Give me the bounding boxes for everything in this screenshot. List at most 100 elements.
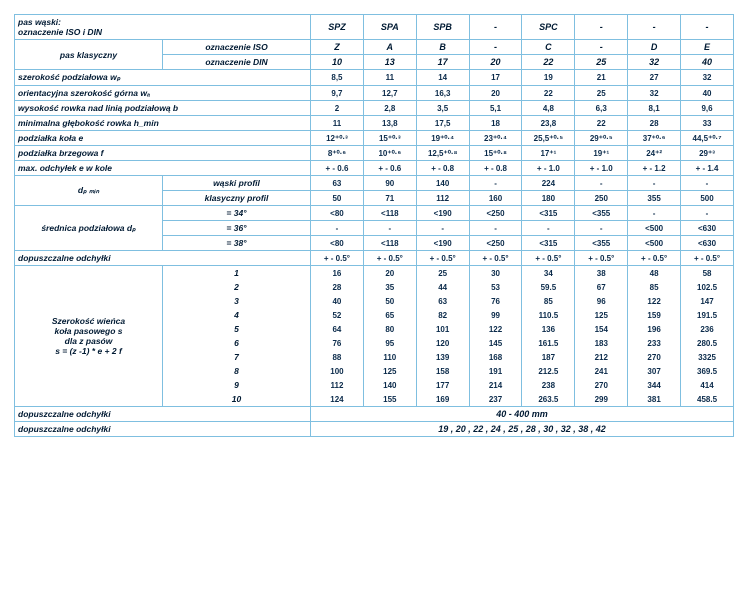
cell: 3325 xyxy=(681,350,734,364)
cell: 4,8 xyxy=(522,101,575,116)
cell: + - 0.5° xyxy=(575,251,628,266)
sub-label: wąski profil xyxy=(163,176,311,191)
row-index: 2 xyxy=(163,280,311,294)
cell: 95 xyxy=(363,336,416,350)
cell: 17⁺¹ xyxy=(522,146,575,161)
cell: 458.5 xyxy=(681,392,734,407)
cell: + - 0.5° xyxy=(469,251,522,266)
sub-label: = 36° xyxy=(163,221,311,236)
col-header: 13 xyxy=(363,55,416,70)
cell: 100 xyxy=(311,364,364,378)
row-label: średnica podziałowa dₚ xyxy=(15,206,163,251)
cell: 29⁺⁰·⁵ xyxy=(575,131,628,146)
row-label: max. odchyłek e w kole xyxy=(15,161,311,176)
cell: 65 xyxy=(363,308,416,322)
cell: + - 1.0 xyxy=(575,161,628,176)
cell: 64 xyxy=(311,322,364,336)
cell: 8,5 xyxy=(311,70,364,86)
col-header: 20 xyxy=(469,55,522,70)
sub-label: oznaczenie DIN xyxy=(163,55,311,70)
col-header: C xyxy=(522,40,575,55)
row-label: podziałka brzegowa f xyxy=(15,146,311,161)
cell: <118 xyxy=(363,236,416,251)
col-header: - xyxy=(575,15,628,40)
cell: 22 xyxy=(522,86,575,101)
cell: 191 xyxy=(469,364,522,378)
row-index: 9 xyxy=(163,378,311,392)
cell: - xyxy=(681,176,734,191)
col-header: - xyxy=(469,40,522,55)
cell: <500 xyxy=(628,236,681,251)
cell: 168 xyxy=(469,350,522,364)
cell: + - 0.6 xyxy=(363,161,416,176)
cell: 76 xyxy=(469,294,522,308)
cell: 30 xyxy=(469,266,522,281)
row-index: 6 xyxy=(163,336,311,350)
cell: 136 xyxy=(522,322,575,336)
row-label: dopuszczalne odchyłki xyxy=(15,407,311,422)
col-header: - xyxy=(575,40,628,55)
cell: 9,7 xyxy=(311,86,364,101)
cell: <80 xyxy=(311,236,364,251)
cell: <250 xyxy=(469,236,522,251)
cell: 34 xyxy=(522,266,575,281)
cell: <80 xyxy=(311,206,364,221)
cell: 19 xyxy=(522,70,575,86)
cell: 63 xyxy=(311,176,364,191)
cell: 180 xyxy=(522,191,575,206)
cell: 6,3 xyxy=(575,101,628,116)
cell: 58 xyxy=(681,266,734,281)
cell: 122 xyxy=(469,322,522,336)
cell: - xyxy=(469,221,522,236)
cell: 9,6 xyxy=(681,101,734,116)
col-header: SPZ xyxy=(311,15,364,40)
merged-value: 19 , 20 , 22 , 24 , 25 , 28 , 30 , 32 , … xyxy=(311,422,734,437)
col-header: E xyxy=(681,40,734,55)
row-label: Szerokość wieńcakoła pasowego sdla z pas… xyxy=(15,266,163,407)
cell: 102.5 xyxy=(681,280,734,294)
cell: + - 0.5° xyxy=(311,251,364,266)
cell: <500 xyxy=(628,221,681,236)
cell: + - 0.5° xyxy=(522,251,575,266)
cell: 214 xyxy=(469,378,522,392)
cell: 280.5 xyxy=(681,336,734,350)
cell: - xyxy=(628,176,681,191)
sub-label: klasyczny profil xyxy=(163,191,311,206)
row-index: 10 xyxy=(163,392,311,407)
cell: 71 xyxy=(363,191,416,206)
cell: 124 xyxy=(311,392,364,407)
cell: <250 xyxy=(469,206,522,221)
cell: 96 xyxy=(575,294,628,308)
cell: 169 xyxy=(416,392,469,407)
cell: 99 xyxy=(469,308,522,322)
col-header: - xyxy=(628,15,681,40)
cell: 27 xyxy=(628,70,681,86)
row-label: wysokość rowka nad linią podziałową b xyxy=(15,101,311,116)
cell: 140 xyxy=(416,176,469,191)
col-header: D xyxy=(628,40,681,55)
cell: 32 xyxy=(681,70,734,86)
cell: 212.5 xyxy=(522,364,575,378)
cell: <118 xyxy=(363,206,416,221)
cell: 140 xyxy=(363,378,416,392)
cell: 29⁺³ xyxy=(681,146,734,161)
cell: 12,7 xyxy=(363,86,416,101)
cell: 17,5 xyxy=(416,116,469,131)
cell: + - 0.5° xyxy=(628,251,681,266)
cell: 13,8 xyxy=(363,116,416,131)
col-header: 17 xyxy=(416,55,469,70)
cell: 500 xyxy=(681,191,734,206)
merged-value: 40 - 400 mm xyxy=(311,407,734,422)
cell: 44,5⁺⁰·⁷ xyxy=(681,131,734,146)
cell: 18 xyxy=(469,116,522,131)
cell: 22 xyxy=(575,116,628,131)
cell: 110 xyxy=(363,350,416,364)
col-header: - xyxy=(681,15,734,40)
cell: 112 xyxy=(416,191,469,206)
cell: 17 xyxy=(469,70,522,86)
cell: 37⁺⁰·⁶ xyxy=(628,131,681,146)
cell: 270 xyxy=(575,378,628,392)
cell: 40 xyxy=(681,86,734,101)
col-header: 40 xyxy=(681,55,734,70)
cell: 25 xyxy=(575,86,628,101)
